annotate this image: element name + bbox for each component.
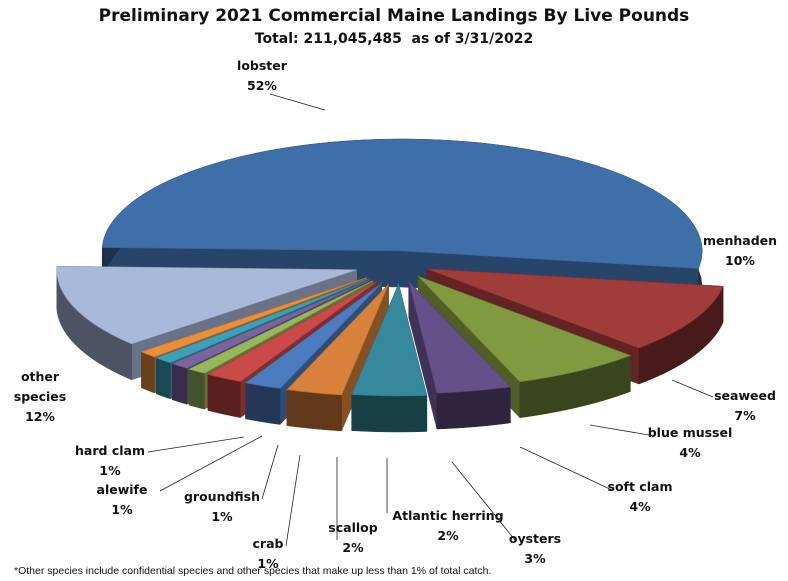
label-oysters: oysters 3% [509,531,561,566]
label-lobster: lobster 52% [237,58,288,93]
leader-line-oysters [451,461,516,541]
leader-line-lobster [269,93,326,111]
leader-line-crab [285,454,301,547]
pie-slice-alewife-rim [156,357,171,400]
chart-subtitle: Total: 211,045,485 as of 3/31/2022 [254,31,534,47]
pie-slice-menhaden-top [426,268,724,349]
pie-slice-hard-clam-rim [141,351,155,394]
pie-slice-blue-mussel-rim [436,386,511,430]
label-menhaden: menhaden 10% [703,233,777,268]
pie-slice-crab-rim [188,368,205,410]
pie-slice-alewife-top [155,278,369,364]
leader-line-groundfish [261,444,279,500]
label-soft-clam: soft clam 4% [608,479,673,514]
pie-slice-oysters-top [286,284,389,396]
leader-line-seaweed [671,379,714,398]
label-other-species: other species 12% [14,369,66,424]
leader-line-hard-clam [147,436,245,453]
pie-slice-groundfish-top [171,279,371,369]
pie-slice-atlantic-herring-top [244,282,382,389]
pie-slice-seaweed-top [418,276,632,383]
label-groundfish: groundfish 1% [184,489,260,524]
chart-title: Preliminary 2021 Commercial Maine Landin… [98,6,690,26]
pie-slice-hard-clam-top [140,277,367,358]
pie-slice-oysters-rim [286,389,342,432]
pie-slice-crab-top [188,280,374,374]
leader-line-soft-clam [519,446,613,491]
label-atlantic-herring: Atlantic herring 2% [392,508,503,543]
pie-slice-soft-clam-rim [351,394,428,433]
pie-slice-soft-clam-top [351,283,428,397]
pie-slice-blue-mussel-top [408,280,511,394]
label-seaweed: seaweed 7% [714,388,776,423]
label-alewife: alewife 1% [97,482,148,517]
pie-slice-blue-mussel [408,280,511,430]
pie-slice-soft-clam [351,283,428,433]
pie-slice-groundfish-rim [172,363,188,405]
pie-slice-other-species-top [56,265,357,345]
label-hard-clam: hard clam 1% [75,443,145,478]
chart-footnote: *Other species include confidential spec… [14,565,492,577]
leader-line-alewife [159,435,263,492]
leader-line-blue-mussel [589,424,656,437]
label-crab: crab 1% [253,536,284,571]
pie-slice-lobster-top [101,138,703,269]
label-scallop: scallop 2% [328,520,377,555]
pie-slice-atlantic-herring-rim [245,382,281,425]
pie-slice-scallop-top [207,281,377,382]
label-blue-mussel: blue mussel 4% [648,425,733,460]
